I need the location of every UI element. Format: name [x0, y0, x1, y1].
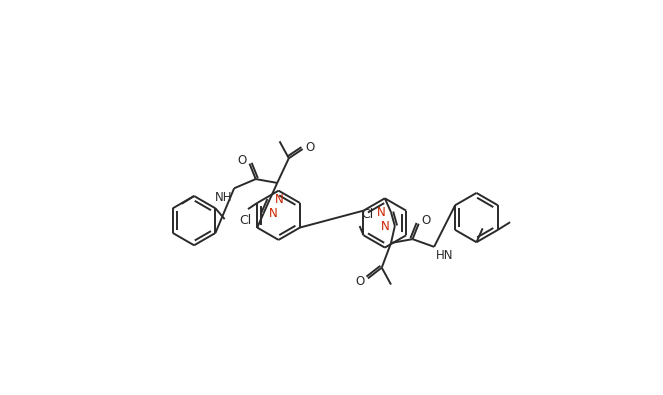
Text: NH: NH — [215, 191, 233, 203]
Text: O: O — [237, 154, 247, 167]
Text: N: N — [275, 194, 284, 206]
Text: Cl: Cl — [239, 214, 251, 228]
Text: HN: HN — [436, 249, 453, 262]
Text: N: N — [381, 220, 389, 233]
Text: O: O — [422, 214, 431, 227]
Text: Cl: Cl — [361, 209, 373, 222]
Text: O: O — [355, 275, 365, 288]
Text: O: O — [306, 141, 315, 154]
Text: N: N — [377, 206, 386, 219]
Text: N: N — [269, 207, 278, 220]
